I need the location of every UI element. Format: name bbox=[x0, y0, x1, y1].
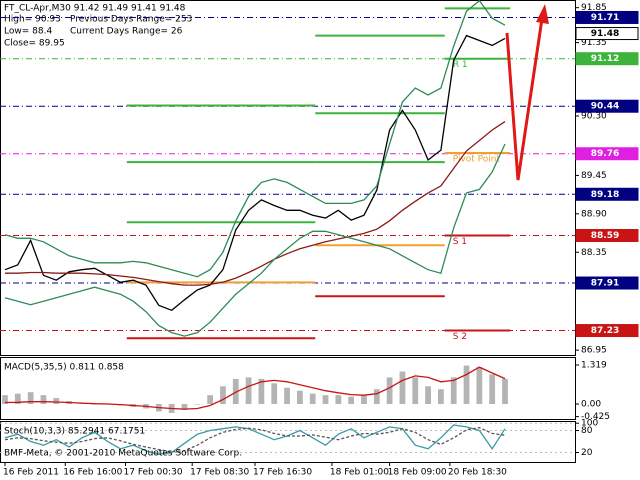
x-tick-label: 17 Feb 08:30 bbox=[190, 468, 249, 478]
histogram-bar bbox=[2, 395, 8, 405]
price-label: 90.44 bbox=[591, 102, 619, 112]
support-label: S 1 bbox=[453, 237, 467, 247]
copyright: BMF-Meta, © 2001-2010 MetaQuotes Softwar… bbox=[4, 449, 242, 459]
series-line bbox=[4, 424, 506, 455]
histogram-bar bbox=[373, 389, 380, 405]
histogram-bar bbox=[361, 395, 367, 405]
price-label-box bbox=[575, 276, 639, 290]
price-label: 91.12 bbox=[591, 54, 619, 64]
x-tick-label: 17 Feb 16:30 bbox=[253, 468, 312, 478]
resistance-label: R 1 bbox=[453, 60, 468, 70]
info-text: Previous Days Range= 253 bbox=[70, 15, 192, 25]
price-label-box bbox=[575, 324, 639, 338]
x-tick-label: 18 Feb 01:00 bbox=[330, 468, 389, 478]
histogram-bar bbox=[194, 404, 201, 405]
price-label-box bbox=[575, 187, 639, 201]
info-text: Close= 89.95 bbox=[4, 39, 65, 49]
y-tick-label: 88.35 bbox=[581, 248, 607, 258]
price-label-box bbox=[575, 27, 639, 41]
y-tick-label: 20 bbox=[581, 448, 593, 458]
histogram-bar bbox=[220, 386, 226, 405]
histogram-bar bbox=[271, 383, 278, 405]
histogram-bar bbox=[258, 378, 265, 405]
series-line bbox=[4, 34, 506, 312]
series-line bbox=[5, 121, 506, 286]
y-tick-label: 91.35 bbox=[581, 38, 607, 48]
info-text: Low= 88.4 bbox=[4, 27, 52, 37]
histogram-bar bbox=[232, 378, 239, 405]
y-tick-label: 91.85 bbox=[581, 3, 607, 13]
forecast-arrow bbox=[505, 4, 549, 181]
y-tick-label: 0.00 bbox=[581, 400, 601, 410]
histogram-bar bbox=[425, 386, 431, 405]
series-line bbox=[4, 426, 506, 453]
histogram-bar bbox=[489, 374, 496, 405]
price-label-box bbox=[575, 147, 639, 161]
histogram-bar bbox=[476, 367, 483, 405]
x-tick-label: 16 Feb 2011 bbox=[3, 468, 59, 478]
histogram-bar bbox=[348, 396, 355, 405]
stoch-panel bbox=[0, 421, 576, 463]
histogram-bar bbox=[309, 393, 316, 405]
price-label: 89.76 bbox=[591, 149, 619, 159]
histogram-bar bbox=[335, 395, 342, 405]
series-line bbox=[4, 366, 506, 410]
price-label-box bbox=[575, 52, 639, 66]
price-label: 91.48 bbox=[591, 29, 619, 39]
y-tick-label: 100 bbox=[581, 419, 598, 429]
price-label-box bbox=[575, 99, 639, 113]
x-tick-label: 17 Feb 00:30 bbox=[124, 468, 183, 478]
histogram-bar bbox=[284, 387, 290, 405]
y-tick-label: 1.319 bbox=[581, 361, 607, 371]
histogram-bar bbox=[399, 371, 406, 405]
price-label: 87.91 bbox=[591, 279, 619, 289]
histogram-bar bbox=[296, 390, 303, 405]
histogram-bar bbox=[412, 377, 419, 405]
histogram-bar bbox=[386, 377, 393, 405]
x-tick-label: 18 Feb 09:00 bbox=[388, 468, 447, 478]
histogram-bar bbox=[463, 365, 470, 405]
histogram-bar bbox=[322, 395, 329, 405]
histogram-bar bbox=[245, 377, 252, 405]
histogram-bar bbox=[27, 392, 34, 405]
histogram-bar bbox=[450, 377, 457, 405]
y-tick-label: -0.425 bbox=[581, 412, 610, 422]
chart-title: FT_CL-Apr,M30 91.42 91.49 91.41 91.48 bbox=[4, 4, 186, 14]
histogram-bar bbox=[207, 395, 214, 405]
y-tick-label: 86.95 bbox=[581, 346, 607, 356]
y-tick-label: 89.45 bbox=[581, 171, 607, 181]
info-text: High= 90.93 bbox=[4, 15, 61, 25]
series-line bbox=[4, 143, 506, 337]
price-label: 87.23 bbox=[591, 326, 619, 336]
pivot-label: Pivot Point bbox=[453, 155, 501, 165]
info-text: Current Days Range= 26 bbox=[70, 27, 183, 37]
price-label-box bbox=[575, 10, 639, 24]
price-label-box bbox=[575, 229, 639, 243]
histogram-bar bbox=[53, 398, 60, 405]
macd-panel bbox=[0, 357, 576, 420]
price-label: 89.18 bbox=[591, 190, 619, 200]
price-label: 91.71 bbox=[591, 13, 619, 23]
panel-title: MACD(5,35,5) 0.811 0.858 bbox=[4, 363, 124, 373]
main-panel bbox=[0, 0, 576, 356]
x-tick-label: 20 Feb 18:30 bbox=[448, 468, 507, 478]
series-line bbox=[4, 0, 506, 278]
histogram-bar bbox=[502, 378, 508, 405]
price-label: 88.59 bbox=[591, 231, 619, 241]
histogram-bar bbox=[181, 404, 188, 410]
y-tick-label: 80 bbox=[581, 426, 593, 436]
histogram-bar bbox=[40, 395, 47, 405]
histogram-bar bbox=[14, 393, 21, 405]
y-tick-label: 90.30 bbox=[581, 112, 607, 122]
x-tick-label: 16 Feb 16:00 bbox=[63, 468, 122, 478]
y-tick-label: 88.90 bbox=[581, 209, 607, 219]
panel-title: Stoch(10,3,3) 85.2941 67.1751 bbox=[4, 427, 145, 437]
support-label: S 2 bbox=[453, 332, 467, 342]
histogram-bar bbox=[438, 389, 444, 405]
